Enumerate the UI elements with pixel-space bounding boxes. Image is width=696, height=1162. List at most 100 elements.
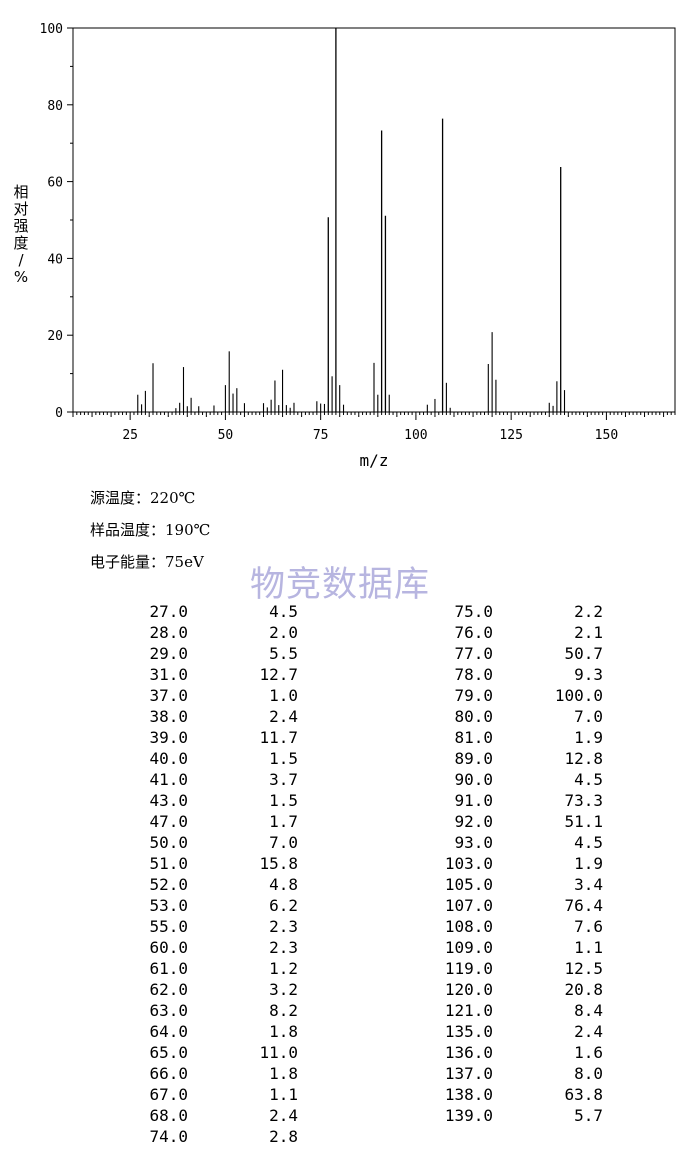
chart-peaks (137, 28, 566, 412)
y-tick-label: 80 (47, 99, 63, 114)
table-row: 50.0 7.0 (0, 832, 298, 853)
x-tick-label: 125 (499, 428, 522, 443)
y-axis-label-char: % (13, 268, 29, 286)
mz-value: 78.0 (454, 665, 493, 684)
mz-value: 80.0 (454, 707, 493, 726)
table-row: 91.0 73.3 (0, 790, 603, 811)
mz-value: 137.0 (444, 1064, 493, 1083)
abundance-value: 1.6 (574, 1043, 603, 1062)
mz-value: 119.0 (444, 959, 493, 978)
table-row: 60.0 2.3 (0, 937, 298, 958)
mz-value: 89.0 (454, 749, 493, 768)
table-row: 38.0 2.4 (0, 706, 298, 727)
table-row: 93.0 4.5 (0, 832, 603, 853)
mz-value: 31.0 (149, 665, 188, 684)
mz-value: 109.0 (444, 938, 493, 957)
table-row: 28.0 2.0 (0, 622, 298, 643)
mz-value: 120.0 (444, 980, 493, 999)
x-tick-label: 75 (313, 428, 329, 443)
abundance-value: 5.7 (574, 1106, 603, 1125)
mz-value: 60.0 (149, 938, 188, 957)
table-row: 137.0 8.0 (0, 1063, 603, 1084)
table-row: 92.0 51.1 (0, 811, 603, 832)
abundance-value: 51.1 (564, 812, 603, 831)
table-row: 77.0 50.7 (0, 643, 603, 664)
table-row: 68.0 2.4 (0, 1105, 298, 1126)
abundance-value: 20.8 (564, 980, 603, 999)
watermark: 物竞数据库 (250, 565, 431, 605)
table-row: 74.0 2.8 (0, 1126, 298, 1147)
table-row: 76.0 2.1 (0, 622, 603, 643)
mz-value: 77.0 (454, 644, 493, 663)
table-row: 108.0 7.6 (0, 916, 603, 937)
abundance-value: 1.8 (269, 1022, 298, 1041)
abundance-value: 2.4 (269, 1106, 298, 1125)
mz-value: 105.0 (444, 875, 493, 894)
peak-table-left: 27.0 4.5 28.0 2.0 29.0 5.5 31.0 12.7 37.0 1.0 38.0… (0, 601, 298, 1147)
table-row: 90.0 4.5 (0, 769, 603, 790)
y-axis-label-char: 度 (13, 234, 29, 252)
x-tick-label: 25 (122, 428, 138, 443)
peak-table-right: 75.0 2.2 76.0 2.1 77.0 50.7 78.0 9.3 79.0 100.0 80… (0, 601, 603, 1126)
abundance-value: 12.8 (564, 749, 603, 768)
table-row: 51.0 15.8 (0, 853, 298, 874)
abundance-value: 4.5 (574, 833, 603, 852)
abundance-value: 1.2 (269, 959, 298, 978)
mz-value: 64.0 (149, 1022, 188, 1041)
mz-value: 40.0 (149, 749, 188, 768)
mz-value: 138.0 (444, 1085, 493, 1104)
table-row: 75.0 2.2 (0, 601, 603, 622)
mass-spectrum-chart: 0 20 40 60 80 100 25 50 75 100 125 150 m/z (40, 22, 676, 470)
abundance-value: 11.7 (259, 728, 298, 747)
abundance-value: 2.3 (269, 938, 298, 957)
mz-value: 62.0 (149, 980, 188, 999)
mz-value: 75.0 (454, 602, 493, 621)
plot-frame (72, 27, 676, 413)
table-row: 139.0 5.7 (0, 1105, 603, 1126)
x-tick-label: 50 (218, 428, 234, 443)
mz-value: 103.0 (444, 854, 493, 873)
mz-value: 67.0 (149, 1085, 188, 1104)
mz-value: 27.0 (149, 602, 188, 621)
table-row: 65.0 11.0 (0, 1042, 298, 1063)
abundance-value: 8.0 (574, 1064, 603, 1083)
abundance-value: 4.5 (574, 770, 603, 789)
y-axis-label-char: 相 (13, 183, 29, 201)
abundance-value: 4.5 (269, 602, 298, 621)
table-row: 47.0 1.7 (0, 811, 298, 832)
y-tick-label: 20 (47, 329, 63, 344)
table-row: 67.0 1.1 (0, 1084, 298, 1105)
mz-value: 61.0 (149, 959, 188, 978)
table-row: 40.0 1.5 (0, 748, 298, 769)
mz-value: 50.0 (149, 833, 188, 852)
abundance-value: 1.0 (269, 686, 298, 705)
abundance-value: 3.4 (574, 875, 603, 894)
abundance-value: 12.7 (259, 665, 298, 684)
sample-temperature: 样品温度：190℃ (90, 521, 211, 539)
mz-value: 91.0 (454, 791, 493, 810)
mz-value: 37.0 (149, 686, 188, 705)
table-row: 43.0 1.5 (0, 790, 298, 811)
mz-value: 55.0 (149, 917, 188, 936)
table-row: 79.0 100.0 (0, 685, 603, 706)
y-tick-label: 0 (55, 406, 63, 421)
mz-value: 74.0 (149, 1127, 188, 1146)
abundance-value: 7.6 (574, 917, 603, 936)
y-axis-label-char: 强 (13, 217, 29, 235)
abundance-value: 12.5 (564, 959, 603, 978)
mz-value: 76.0 (454, 623, 493, 642)
mz-value: 81.0 (454, 728, 493, 747)
abundance-value: 1.5 (269, 791, 298, 810)
mz-value: 135.0 (444, 1022, 493, 1041)
mz-value: 121.0 (444, 1001, 493, 1020)
abundance-value: 1.7 (269, 812, 298, 831)
table-row: 103.0 1.9 (0, 853, 603, 874)
table-row: 66.0 1.8 (0, 1063, 298, 1084)
mz-value: 92.0 (454, 812, 493, 831)
mz-value: 108.0 (444, 917, 493, 936)
table-row: 39.0 11.7 (0, 727, 298, 748)
y-axis-label-char: / (18, 251, 24, 269)
abundance-value: 1.1 (574, 938, 603, 957)
abundance-value: 76.4 (564, 896, 603, 915)
table-row: 109.0 1.1 (0, 937, 603, 958)
